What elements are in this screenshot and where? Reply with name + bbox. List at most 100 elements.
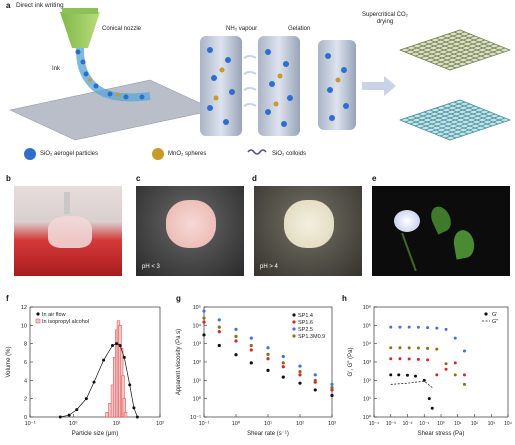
point-curve — [398, 357, 402, 361]
point-SP1.4 — [313, 388, 317, 392]
point-curve — [426, 358, 430, 362]
bar-ipa — [123, 412, 128, 418]
y-tick-label: 10⁰ — [193, 396, 202, 403]
point-curve — [389, 325, 393, 329]
point-air — [58, 415, 62, 419]
point-curve — [453, 373, 457, 377]
point-curve — [407, 357, 411, 361]
point-SP1.6 — [298, 373, 302, 377]
y-axis-label: Volume (%) — [6, 346, 12, 377]
y-tick-label: 4 — [24, 378, 27, 384]
y-tick-label: 10⁵ — [193, 304, 201, 311]
x-tick-label: 10² — [156, 421, 164, 427]
point-curve — [435, 347, 439, 351]
panel-letter-c: c — [136, 174, 141, 183]
process-arrow — [362, 76, 396, 96]
point-gprime — [406, 373, 409, 377]
x-tick-label: 10⁰ — [232, 420, 241, 427]
photo-d-rose-neutral: pH > 4 — [254, 186, 362, 276]
x-axis-label: Shear rate (s⁻¹) — [247, 431, 289, 437]
point-curve — [444, 362, 448, 366]
point-gprime — [427, 397, 431, 401]
point-air — [122, 355, 126, 359]
point-curve — [444, 327, 448, 331]
point-curve — [435, 373, 439, 377]
point-air — [67, 413, 71, 417]
point-curve — [389, 357, 393, 361]
point-SP1.4 — [330, 393, 334, 398]
point-curve — [462, 373, 466, 377]
point-SP1.3M0.9 — [281, 361, 285, 365]
point-curve — [416, 346, 420, 350]
x-tick-label: 10⁻² — [403, 421, 413, 427]
legend-label: SP1.3M0.9 — [298, 334, 325, 340]
point-SP2.5 — [266, 346, 270, 350]
y-tick-label: 10³ — [193, 342, 201, 348]
point-curve — [426, 346, 430, 350]
panel-letter-f: f — [6, 294, 9, 303]
y-tick-label: 10⁶ — [363, 304, 371, 311]
point-gprime — [413, 374, 417, 378]
chart-g-viscosity: 10⁵ 10⁴ 10³ 10² 10¹ 10⁰ 10⁻¹10⁻¹ 10⁰ 10¹ 10² 10³ Sh… — [176, 304, 336, 437]
point-curve — [435, 326, 439, 330]
x-tick-label: 10² — [471, 421, 479, 427]
point-SP1.4 — [266, 368, 270, 372]
point-curve — [416, 357, 420, 361]
point-curve — [398, 346, 402, 350]
point-SP2.5 — [330, 382, 334, 387]
point-SP2.5 — [234, 327, 238, 332]
x-tick-label: 10⁻³ — [386, 421, 396, 427]
point-curve — [444, 367, 448, 371]
bar-ipa — [105, 412, 109, 418]
legend-gprime-marker — [484, 312, 488, 316]
point-curve — [416, 325, 420, 329]
legend-ipa-marker — [35, 318, 41, 324]
point-SP1.4 — [202, 333, 206, 337]
plot-frame — [373, 306, 509, 418]
x-tick-label: 10⁻¹ — [419, 421, 429, 427]
point-SP1.4 — [281, 375, 285, 379]
point-gprime — [389, 373, 393, 377]
x-tick-label: 10² — [296, 421, 304, 427]
conical-nozzle — [60, 12, 100, 48]
point-SP1.4 — [298, 381, 302, 385]
point-curve — [426, 326, 430, 330]
point-SP1.3M0.9 — [234, 334, 238, 338]
point-air — [110, 344, 114, 347]
y-tick-label: 10¹ — [363, 397, 371, 403]
ink-label: Ink — [52, 66, 61, 72]
point-SP1.6 — [266, 357, 270, 361]
point-curve — [398, 325, 402, 329]
photo-e-rose-with-leaves — [372, 186, 510, 276]
legend-marker — [292, 334, 296, 338]
legend-mno2: MnO₂ spheres — [168, 151, 207, 157]
line-gdoubleprime — [390, 380, 433, 388]
y-axis-label: G′, G″ (Pa) — [348, 348, 354, 377]
point-air — [118, 344, 122, 347]
point-SP1.4 — [249, 361, 253, 365]
panel-letter-a: a — [6, 1, 11, 10]
point-curve — [453, 336, 457, 340]
lattice-top — [398, 29, 512, 71]
panel-letter-b: b — [6, 174, 11, 183]
point-air — [84, 397, 88, 401]
point-air — [102, 358, 106, 362]
legend-ipa-label: In isopropyl alcohol — [42, 319, 89, 325]
point-curve — [462, 349, 466, 353]
panel-letter-h: h — [342, 294, 347, 303]
point-air — [135, 415, 139, 419]
legend-sio2-particle-icon — [24, 148, 36, 160]
point-SP2.5 — [249, 336, 253, 340]
legend-marker — [292, 320, 296, 324]
y-tick-label: 10⁰ — [363, 414, 372, 421]
x-tick-label: 10⁻¹ — [199, 421, 210, 427]
point-curve — [389, 346, 393, 350]
legend-gprime-label: G′ — [492, 312, 497, 318]
panel-a-title: Direct ink writing — [16, 2, 64, 9]
y-tick-label: 10³ — [363, 360, 371, 366]
point-SP1.3M0.9 — [330, 386, 334, 390]
y-tick-label: 0 — [24, 415, 27, 421]
point-SP1.3M0.9 — [298, 369, 302, 374]
point-SP2.5 — [313, 373, 317, 377]
